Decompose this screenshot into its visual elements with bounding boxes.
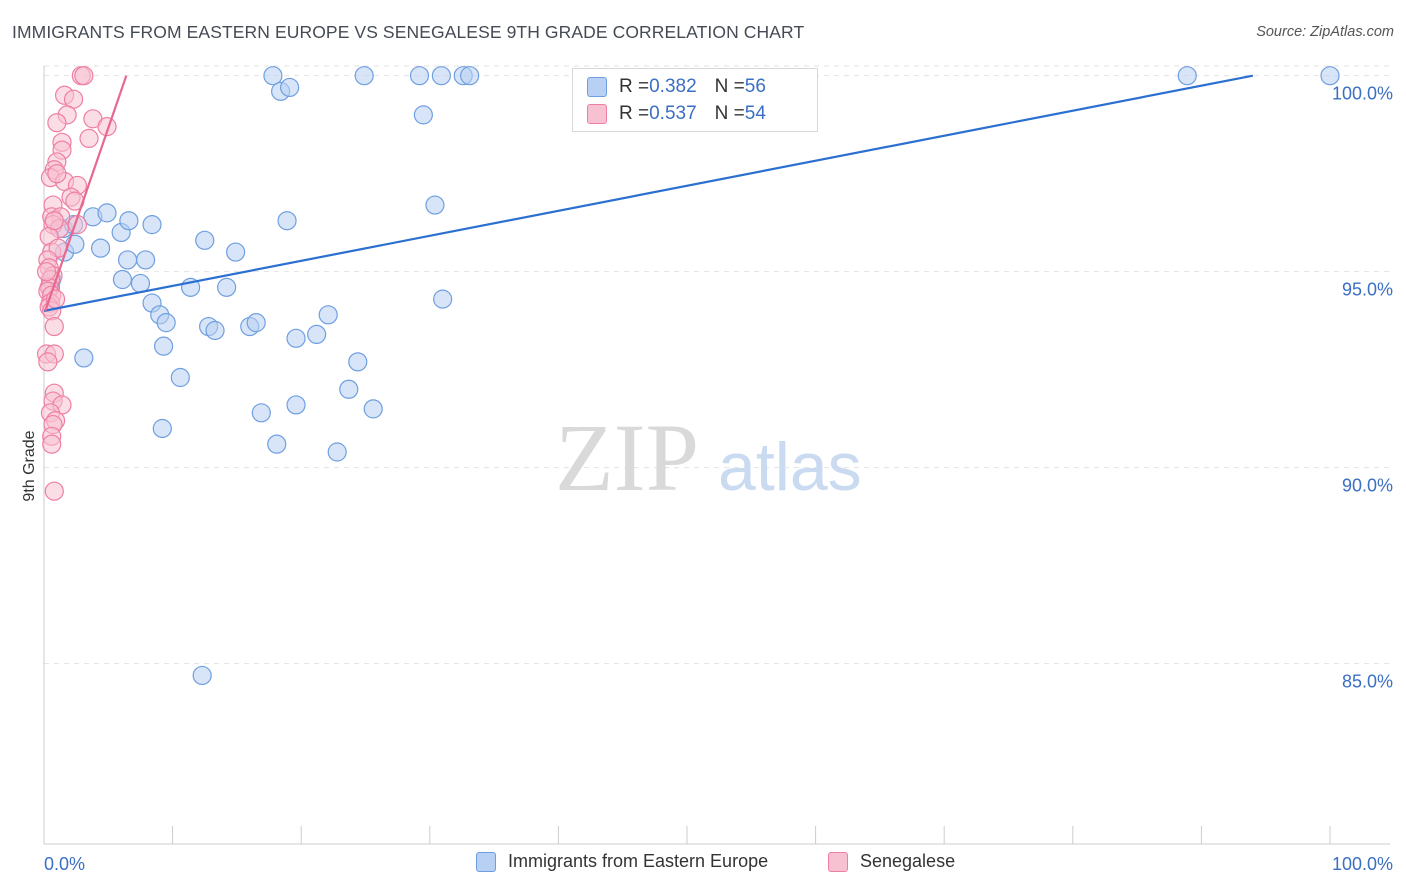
x-tick-label: 100.0% [1332,854,1393,874]
data-point [117,250,138,270]
data-point [348,352,368,372]
legend-n-value: 56 [744,76,766,97]
data-point [277,211,297,231]
data-point [413,105,433,125]
legend-row-eastern-europe: R = 0.382 N = 56 [587,76,766,98]
data-point [47,113,67,133]
trend-line [44,75,128,312]
data-point [44,316,64,337]
data-point [251,403,271,423]
bottom-legend-swatch-pink [828,851,848,872]
legend: R = 0.382 N = 56 R = 0.537 N = 54 [572,68,818,132]
watermark-zip: ZIP [555,404,699,511]
data-point [263,66,283,86]
legend-n-value: 54 [744,103,766,124]
bottom-legend-senegalese: Senegalese [828,851,955,872]
data-point [460,66,480,86]
data-point [152,418,172,439]
y-tick-label: 90.0% [1342,476,1393,496]
x-tick-label: 0.0% [44,854,85,874]
y-tick-label: 95.0% [1342,280,1393,300]
data-point [286,328,306,348]
bottom-legend: Immigrants from Eastern Europe Senegales… [0,851,1406,877]
tick-labels: 100.0% 95.0% 90.0% 85.0% 0.0% 100.0% [44,84,1393,874]
legend-n-label: N = [714,76,745,97]
y-tick-label: 100.0% [1332,84,1393,104]
data-point [97,117,117,137]
data-point [339,379,359,399]
y-tick-label: 85.0% [1342,672,1393,692]
data-point [90,238,111,258]
source-label: Source: ZipAtlas.com [1256,24,1394,40]
data-point [307,324,327,344]
watermark-atlas: atlas [718,429,862,505]
data-point [409,66,430,86]
data-point [142,215,162,235]
bottom-legend-eastern-europe: Immigrants from Eastern Europe [476,851,768,872]
data-point [267,434,287,454]
data-point [135,250,156,270]
bottom-legend-swatch-blue [476,851,496,872]
data-point [433,289,453,309]
data-point [74,66,94,86]
data-point [286,395,306,415]
watermark: ZIP atlas [555,404,862,511]
data-point [192,665,212,686]
data-point [153,336,174,356]
legend-r-value: 0.537 [649,103,697,124]
axes [43,66,1390,845]
data-point [47,164,67,184]
data-point [1177,66,1197,86]
data-point [36,262,57,282]
data-point [42,434,62,454]
legend-swatch-blue [587,77,607,97]
data-point [226,242,246,262]
data-point [119,211,139,231]
data-point [1320,66,1340,86]
data-point [79,128,99,148]
legend-r-value: 0.382 [649,76,697,97]
bottom-legend-label: Senegalese [860,851,956,871]
trend-lines [43,74,1254,312]
data-point [156,313,176,333]
data-point [130,273,151,294]
data-point [44,481,64,501]
data-point [74,348,94,368]
data-point [425,195,445,215]
data-point [205,320,225,341]
data-point [246,313,266,333]
data-point [318,305,338,325]
data-point [38,352,58,372]
data-point [363,399,383,419]
series-eastern-europe-points [40,66,1340,686]
series-senegalese-points [36,66,117,501]
data-point [217,277,237,297]
legend-r-label: R = [619,76,650,97]
legend-row-senegalese: R = 0.537 N = 54 [587,103,766,125]
data-point [97,203,117,223]
bottom-legend-label: Immigrants from Eastern Europe [508,851,769,871]
data-point [112,269,133,290]
data-point [354,66,374,86]
data-point [280,77,300,98]
y-axis-label: 9th Grade [21,430,38,501]
data-point [431,66,451,86]
trend-line [43,74,1254,312]
legend-n-label: N = [714,103,745,124]
gridlines [44,65,1390,665]
data-point [44,211,64,231]
data-point [170,367,190,388]
data-point [327,442,347,462]
data-point [195,230,215,250]
chart-title: IMMIGRANTS FROM EASTERN EUROPE VS SENEGA… [12,22,805,42]
legend-swatch-pink [587,104,607,124]
legend-r-label: R = [619,103,650,124]
